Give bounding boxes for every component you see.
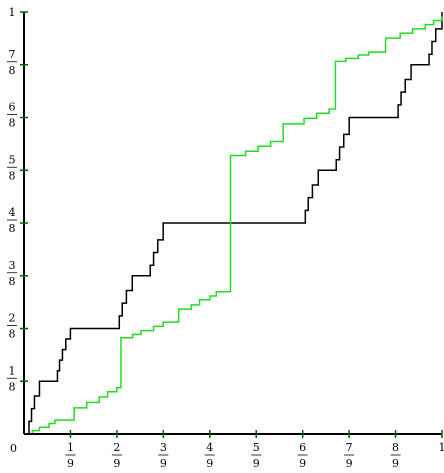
x-tick-label: 59: [251, 441, 262, 470]
x-tick-label: 69: [297, 441, 308, 470]
x-tick-numerator: 8: [392, 441, 399, 454]
x-tick-denominator: 9: [299, 457, 306, 470]
x-tick-numerator: 3: [160, 441, 167, 454]
y-tick-label: 18: [7, 364, 17, 393]
x-tick-denominator: 9: [160, 457, 167, 470]
x-tick-denominator: 9: [392, 457, 399, 470]
x-tick-label: 1: [439, 441, 444, 454]
x-tick-numerator: 4: [206, 441, 213, 454]
y-tick-denominator: 8: [9, 328, 16, 341]
y-tick-denominator: 8: [9, 64, 16, 77]
y-tick-numerator: 6: [9, 101, 16, 114]
x-tick-label: 19: [65, 441, 76, 470]
x-tick-label: 39: [158, 441, 169, 470]
y-tick-label: 78: [7, 48, 17, 77]
x-tick-numerator: 6: [299, 441, 306, 454]
y-tick-label: 38: [7, 259, 17, 288]
x-tick-label: 49: [204, 441, 215, 470]
y-tick-label: 68: [7, 101, 17, 130]
y-tick-numerator: 5: [9, 153, 16, 166]
x-tick-denominator: 9: [253, 457, 260, 470]
y-tick-label: 48: [7, 206, 17, 235]
x-tick-denominator: 9: [67, 457, 74, 470]
x-tick-denominator: 9: [206, 457, 213, 470]
y-tick-denominator: 8: [9, 222, 16, 235]
series-2-line: [24, 16, 443, 435]
x-tick-label: 29: [111, 441, 122, 470]
y-tick-denominator: 8: [9, 380, 16, 393]
y-tick-numerator: 7: [9, 48, 16, 61]
y-tick-denominator: 8: [9, 169, 16, 182]
y-tick-numerator: 1: [9, 364, 16, 377]
x-tick-numerator: 2: [113, 441, 120, 454]
x-tick-label: 89: [390, 441, 401, 470]
plot-curves: [24, 12, 443, 435]
y-tick-label: 58: [7, 153, 17, 182]
x-tick-label: 79: [344, 441, 355, 470]
x-tick-numerator: 1: [67, 441, 74, 454]
y-tick-numerator: 3: [9, 259, 16, 272]
y-tick-label: 1: [9, 6, 16, 19]
x-tick-denominator: 9: [346, 457, 353, 470]
y-tick-label: 28: [7, 312, 17, 341]
x-tick-denominator: 9: [113, 457, 120, 470]
x-tick-numerator: 1: [439, 441, 444, 454]
y-tick-numerator: 4: [9, 206, 16, 219]
y-tick-denominator: 8: [9, 117, 16, 130]
x-tick-numerator: 5: [253, 441, 260, 454]
y-tick-numerator: 1: [9, 6, 16, 19]
x-tick-numerator: 7: [346, 441, 353, 454]
origin-label: 0: [10, 442, 17, 455]
y-tick-denominator: 8: [9, 275, 16, 288]
y-tick-numerator: 2: [9, 312, 16, 325]
series-1-line: [24, 12, 443, 435]
